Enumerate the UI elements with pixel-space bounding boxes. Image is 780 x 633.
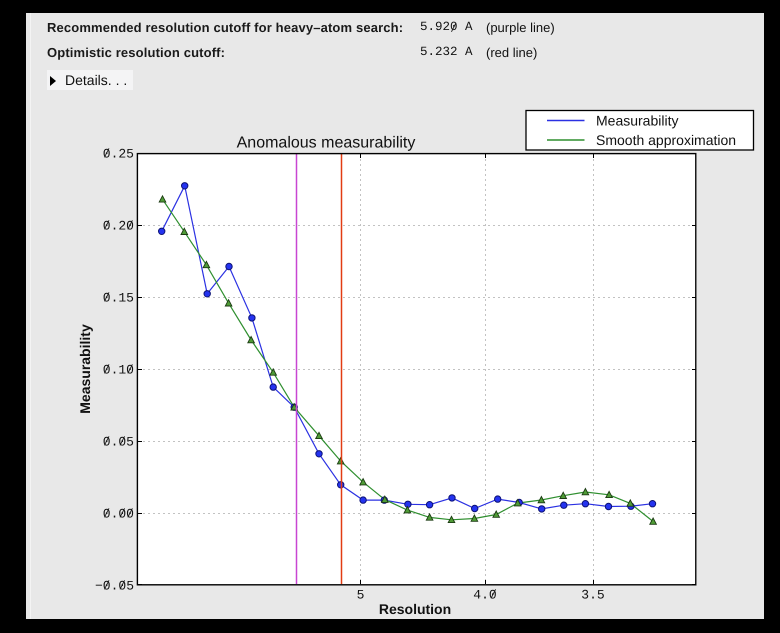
svg-text:0.05: 0.05 [103,435,134,450]
svg-text:Anomalous measurability: Anomalous measurability [237,135,416,152]
svg-text:0.25: 0.25 [103,147,134,162]
svg-text:0.15: 0.15 [103,291,134,306]
svg-text:−0.05: −0.05 [95,579,134,594]
svg-text:5: 5 [357,588,365,603]
svg-text:4.0: 4.0 [473,588,496,603]
svg-text:Resolution: Resolution [379,601,451,617]
svg-text:0.00: 0.00 [103,507,134,522]
svg-text:3.5: 3.5 [581,588,604,603]
svg-text:0.10: 0.10 [103,363,134,378]
svg-text:Smooth approximation: Smooth approximation [596,132,736,148]
svg-text:0.20: 0.20 [103,219,134,234]
svg-text:Measurability: Measurability [596,113,678,129]
svg-text:Measurability: Measurability [77,324,93,414]
